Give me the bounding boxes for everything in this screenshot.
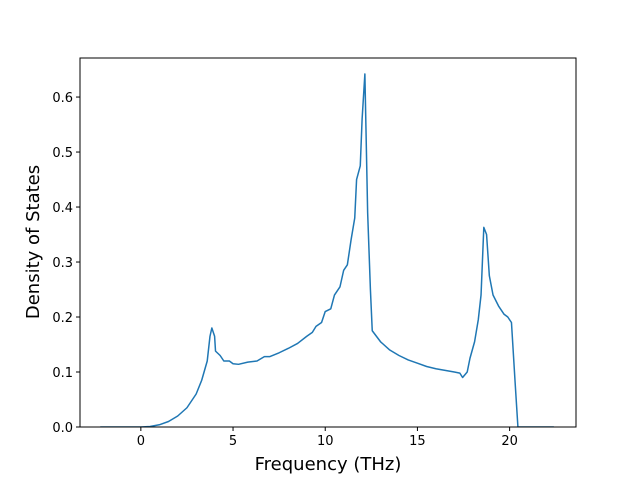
x-tick-label: 0 <box>137 434 145 449</box>
y-tick-label: 0.0 <box>52 421 73 436</box>
y-tick-label: 0.5 <box>52 146 73 161</box>
x-tick-label: 5 <box>229 434 237 449</box>
y-tick-label: 0.6 <box>52 91 73 106</box>
y-tick-label: 0.1 <box>52 366 73 381</box>
x-axis-label: Frequency (THz) <box>255 454 402 475</box>
x-tick-label: 20 <box>501 434 518 449</box>
x-tick-label: 10 <box>317 434 334 449</box>
y-tick-label: 0.4 <box>52 201 73 216</box>
y-tick-label: 0.2 <box>52 311 73 326</box>
plot-frame <box>79 57 577 428</box>
y-tick-label: 0.3 <box>52 256 73 271</box>
y-axis-label: Density of States <box>23 165 44 319</box>
x-tick-label: 15 <box>409 434 426 449</box>
data-line <box>100 73 554 427</box>
